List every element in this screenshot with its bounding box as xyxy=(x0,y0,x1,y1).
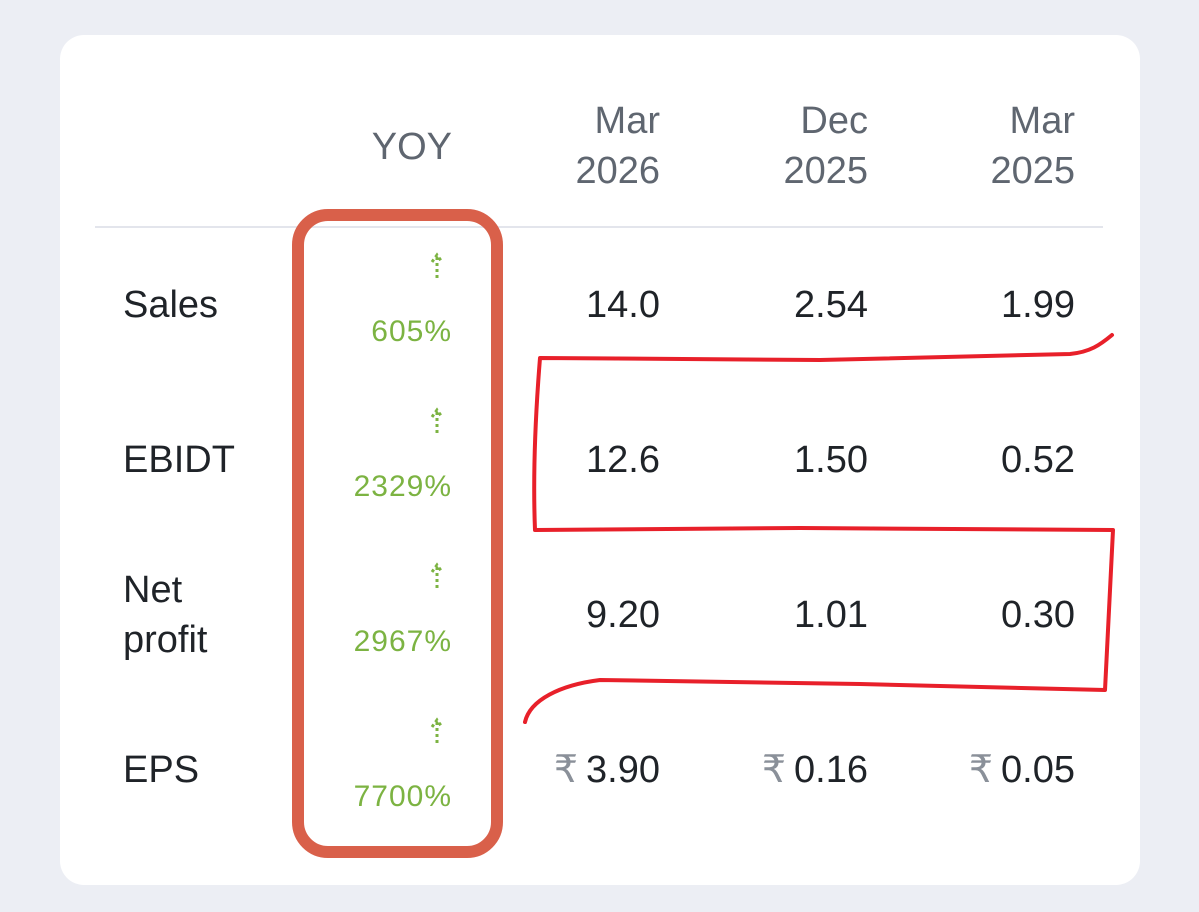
yoy-change: 2329% xyxy=(353,470,452,503)
hand-annotation xyxy=(523,333,1115,724)
yoy-change: 605% xyxy=(371,315,452,348)
value-cell: 12.6 xyxy=(586,435,660,485)
value: 14.0 xyxy=(586,284,660,326)
header-year: 2025 xyxy=(990,150,1075,192)
value-cell: 1.99 xyxy=(1001,280,1075,330)
up-arrow xyxy=(430,562,444,591)
value: 1.01 xyxy=(794,594,868,636)
row-label: EPS xyxy=(123,749,200,791)
arrows xyxy=(430,252,444,746)
value: 0.30 xyxy=(1001,594,1075,636)
card xyxy=(60,35,1140,885)
yoy-change: 7700% xyxy=(353,780,452,813)
separator xyxy=(95,226,1103,228)
value-cell: 1.50 xyxy=(794,435,868,485)
value: 0.16 xyxy=(794,749,868,791)
row-label: Net profit xyxy=(123,569,208,661)
header-month: Dec xyxy=(800,100,868,142)
value-cell: ₹3.90 xyxy=(554,745,660,795)
header-year: 2025 xyxy=(783,150,868,192)
value: 2.54 xyxy=(794,284,868,326)
header-month: Mar xyxy=(1009,100,1075,142)
currency: ₹ xyxy=(761,749,787,791)
header-yoy: YOY xyxy=(371,126,452,168)
currency: ₹ xyxy=(553,749,579,791)
value: 1.50 xyxy=(794,439,868,481)
header-month: Mar xyxy=(594,100,660,142)
value: 9.20 xyxy=(586,594,660,636)
value-cell: 0.52 xyxy=(1001,435,1075,485)
highlight-box xyxy=(292,209,503,858)
header-year: 2026 xyxy=(575,150,660,192)
value-cell: 2.54 xyxy=(794,280,868,330)
value: 0.05 xyxy=(1001,749,1075,791)
value-cell: ₹0.05 xyxy=(969,745,1075,795)
value: 1.99 xyxy=(1001,284,1075,326)
row-label: EBIDT xyxy=(123,439,235,481)
value: 12.6 xyxy=(586,439,660,481)
value-cell: 1.01 xyxy=(794,590,868,640)
row-label: Sales xyxy=(123,284,219,326)
value: 3.90 xyxy=(586,749,660,791)
up-arrow xyxy=(430,717,444,746)
up-arrow xyxy=(430,407,444,436)
value: 0.52 xyxy=(1001,439,1075,481)
yoy-change: 2967% xyxy=(353,625,452,658)
value-cell: 14.0 xyxy=(586,280,660,330)
currency: ₹ xyxy=(968,749,994,791)
value-cell: ₹0.16 xyxy=(762,745,868,795)
value-cell: 9.20 xyxy=(586,590,660,640)
up-arrow xyxy=(430,252,444,281)
value-cell: 0.30 xyxy=(1001,590,1075,640)
